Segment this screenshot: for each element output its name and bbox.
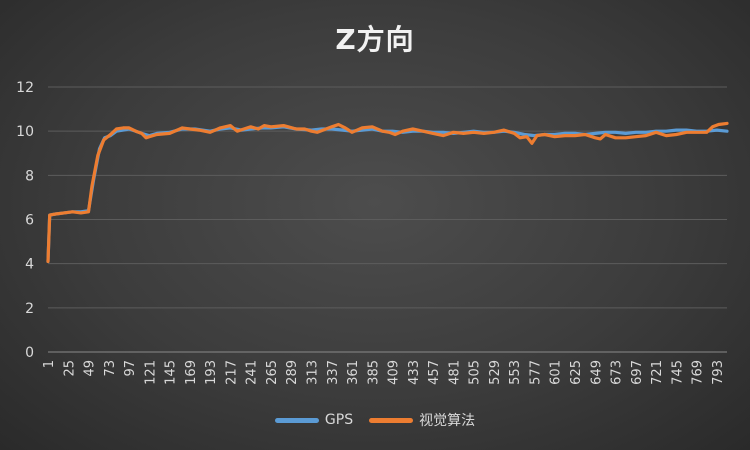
y-tick-label: 4 (25, 257, 34, 273)
x-tick-label: 217 (224, 360, 239, 385)
legend-item-gps: GPS (274, 412, 354, 428)
x-tick-labels: 1 25 49 73 97 121 145 169 193 217 241 265 289 313 337 3… (42, 360, 726, 385)
x-tick-label: 745 (670, 360, 685, 385)
x-tick-label: 121 (143, 360, 158, 385)
series-line-gps (46, 125, 729, 264)
x-tick-label: 337 (326, 360, 341, 385)
x-tick-label: 721 (650, 360, 665, 385)
series-lines (46, 121, 729, 264)
y-tick-label: 8 (25, 168, 34, 184)
x-tick-label: 241 (245, 360, 260, 385)
x-tick-label: 409 (387, 360, 402, 385)
x-tick-label: 145 (164, 360, 179, 385)
gridlines (48, 86, 727, 353)
x-tick-label: 289 (285, 360, 300, 385)
x-tick-label: 193 (204, 360, 219, 385)
legend-swatch-vision (369, 417, 414, 423)
x-tick-label: 457 (427, 360, 442, 385)
x-tick-label: 577 (528, 360, 543, 385)
x-tick-label: 505 (468, 360, 483, 385)
x-tick-label: 697 (630, 360, 645, 385)
x-tick-label: 433 (407, 360, 422, 385)
x-tick-label: 769 (691, 360, 706, 385)
x-tick-label: 793 (711, 360, 726, 385)
x-tick-label: 385 (366, 360, 381, 385)
y-tick-label: 10 (16, 124, 34, 140)
legend-label-gps: GPS (324, 412, 354, 428)
x-tick-label: 553 (508, 360, 523, 385)
x-tick-label: 361 (346, 360, 361, 385)
legend-swatch-gps (274, 417, 319, 423)
legend: GPS 视觉算法 (0, 410, 750, 430)
y-tick-labels: 0 2 4 6 8 10 12 (16, 80, 34, 361)
x-tick-label: 169 (184, 360, 199, 385)
series-line-vision (46, 121, 729, 264)
x-tick-label: 265 (265, 360, 280, 385)
x-tick-label: 97 (123, 360, 138, 377)
x-tick-label: 73 (103, 360, 118, 377)
x-tick-label: 529 (488, 360, 503, 385)
legend-item-vision: 视觉算法 (369, 410, 475, 430)
y-tick-label: 12 (16, 80, 34, 96)
x-tick-label: 313 (305, 360, 320, 385)
x-tick-label: 49 (83, 360, 98, 377)
chart-title: Z方向 (335, 23, 415, 56)
x-tick-label: 673 (610, 360, 625, 385)
y-tick-label: 2 (25, 301, 34, 317)
x-tick-label: 601 (549, 360, 564, 385)
y-tick-label: 0 (25, 345, 34, 361)
x-tick-label: 625 (569, 360, 584, 385)
y-tick-label: 6 (25, 213, 34, 229)
x-tick-label: 649 (589, 360, 604, 385)
x-tick-label: 1 (42, 360, 57, 368)
x-tick-label: 481 (447, 360, 462, 385)
legend-label-vision: 视觉算法 (419, 413, 476, 429)
x-tick-label: 25 (62, 360, 77, 377)
